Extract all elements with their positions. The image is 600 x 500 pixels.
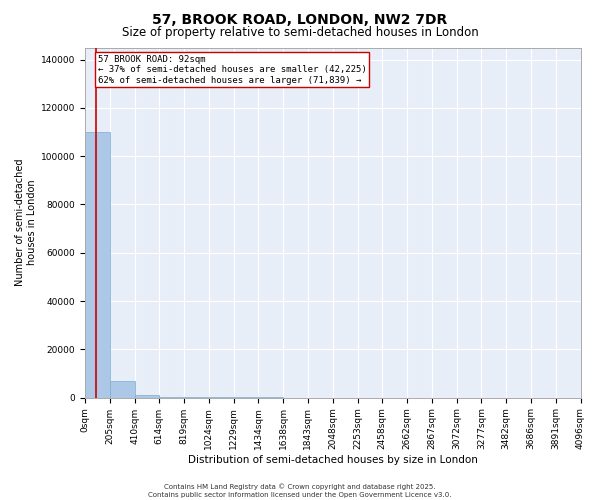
Bar [159,396,184,398]
Bar [110,380,134,398]
Text: Contains HM Land Registry data © Crown copyright and database right 2025.
Contai: Contains HM Land Registry data © Crown c… [148,484,452,498]
X-axis label: Distribution of semi-detached houses by size in London: Distribution of semi-detached houses by … [188,455,478,465]
Text: 57 BROOK ROAD: 92sqm
← 37% of semi-detached houses are smaller (42,225)
62% of s: 57 BROOK ROAD: 92sqm ← 37% of semi-detac… [98,54,367,84]
Y-axis label: Number of semi-detached
houses in London: Number of semi-detached houses in London [15,159,37,286]
Text: Size of property relative to semi-detached houses in London: Size of property relative to semi-detach… [122,26,478,39]
Text: 57, BROOK ROAD, LONDON, NW2 7DR: 57, BROOK ROAD, LONDON, NW2 7DR [152,12,448,26]
Bar [134,394,159,398]
Bar [85,132,110,398]
